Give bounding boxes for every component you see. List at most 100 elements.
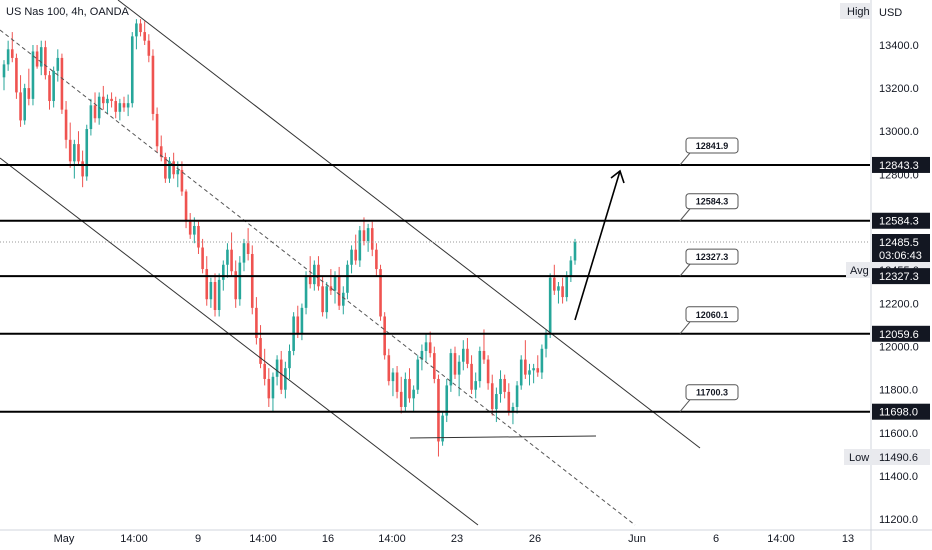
callout-2: 12327.3	[679, 248, 739, 277]
svg-text:Avg: Avg	[850, 265, 869, 277]
candle	[540, 344, 544, 379]
x-tick-10: 14:00	[767, 533, 795, 545]
y-tick-2: 13000.0	[879, 126, 919, 138]
candle	[27, 68, 31, 106]
candle	[387, 348, 391, 386]
candle	[391, 368, 395, 397]
channel-lower-line[interactable]	[0, 157, 479, 526]
candle	[420, 344, 424, 371]
candle	[164, 152, 167, 183]
current-price-tag: 12485.5 03:06:43	[872, 234, 930, 262]
candle	[230, 232, 233, 276]
candle	[255, 297, 258, 345]
candle	[304, 271, 308, 315]
candle	[412, 385, 415, 412]
candle	[139, 19, 142, 37]
candle	[499, 370, 502, 403]
y-tick-8: 11800.0	[879, 385, 918, 397]
x-tick-2: 9	[195, 533, 201, 545]
low-tag: Low 11490.6	[844, 449, 930, 465]
level-tag-2: 12327.3	[872, 268, 930, 285]
candle	[370, 221, 374, 257]
x-tick-0: May	[54, 533, 75, 545]
candle	[329, 269, 333, 295]
candle	[147, 34, 151, 63]
candle	[114, 96, 118, 119]
candle	[250, 245, 254, 315]
candle	[428, 331, 432, 358]
time-axis-labels: May 14:00 9 14:00 16 14:00 23 26 Jun 6 14:00 13	[54, 533, 855, 545]
candle	[337, 266, 341, 311]
y-tick-11: 11200.0	[879, 514, 918, 526]
candle	[399, 376, 403, 414]
candle	[346, 260, 349, 300]
channel-mid-line[interactable]	[0, 29, 636, 526]
candle	[507, 383, 511, 416]
candle	[209, 277, 213, 308]
candle	[416, 355, 420, 395]
candle	[226, 243, 229, 278]
candle	[110, 92, 113, 108]
candle	[263, 348, 266, 386]
projection-arrow[interactable]	[574, 170, 621, 321]
candle	[97, 92, 101, 125]
y-tick-0: 13400.0	[879, 40, 919, 52]
svg-text:03:06:43: 03:06:43	[879, 250, 922, 262]
high-tag: High	[840, 3, 870, 19]
svg-text:11700.3: 11700.3	[696, 388, 728, 398]
candle	[201, 238, 204, 274]
candle	[457, 355, 461, 397]
svg-text:12327.3: 12327.3	[696, 252, 729, 262]
candle	[267, 368, 271, 407]
candle	[478, 346, 482, 388]
candle	[524, 340, 527, 379]
candle	[486, 355, 490, 390]
candle	[519, 355, 523, 390]
candle	[73, 139, 76, 179]
x-tick-7: 26	[529, 533, 541, 545]
candle	[358, 225, 362, 267]
channel-upper-line[interactable]	[117, 0, 701, 449]
candle	[184, 189, 188, 229]
callout-0: 12841.9	[679, 137, 739, 166]
candle	[408, 368, 411, 403]
candle	[2, 60, 6, 91]
drawings[interactable]	[0, 0, 701, 526]
horizontal-levels[interactable]	[0, 163, 870, 413]
candle	[15, 53, 18, 99]
candle	[143, 21, 146, 45]
candle	[180, 161, 184, 196]
candle	[288, 344, 291, 379]
candle	[354, 234, 358, 265]
candle	[366, 223, 370, 252]
candle	[503, 374, 506, 399]
svg-text:Low: Low	[849, 452, 869, 464]
candle	[126, 94, 130, 117]
candle	[271, 372, 275, 412]
svg-text:12327.3: 12327.3	[879, 271, 919, 283]
candle	[515, 381, 519, 414]
level-tag-0: 12843.3	[872, 156, 930, 173]
candle	[350, 245, 353, 274]
currency-label: USD	[879, 7, 902, 19]
candle	[279, 350, 283, 395]
x-tick-3: 14:00	[249, 533, 277, 545]
candle	[317, 256, 320, 291]
candle	[188, 213, 192, 239]
candle	[64, 101, 68, 149]
level-tag-3: 12059.6	[872, 325, 930, 342]
candle	[536, 355, 540, 377]
level-callouts: 12841.9 12584.3 12327.3 12060.1 11700.3	[679, 137, 739, 413]
candle	[424, 333, 428, 362]
svg-text:12060.1: 12060.1	[696, 310, 729, 320]
candle	[449, 348, 453, 392]
support-line[interactable]	[409, 435, 597, 439]
level-price-tags: 12843.3 12584.3 12327.3 12059.6 11698.0	[872, 156, 930, 420]
candle	[159, 135, 163, 162]
candle	[474, 372, 477, 399]
candle	[35, 45, 39, 69]
candle	[89, 98, 93, 136]
y-tick-1: 13200.0	[879, 83, 919, 95]
svg-text:12584.3: 12584.3	[696, 197, 729, 207]
